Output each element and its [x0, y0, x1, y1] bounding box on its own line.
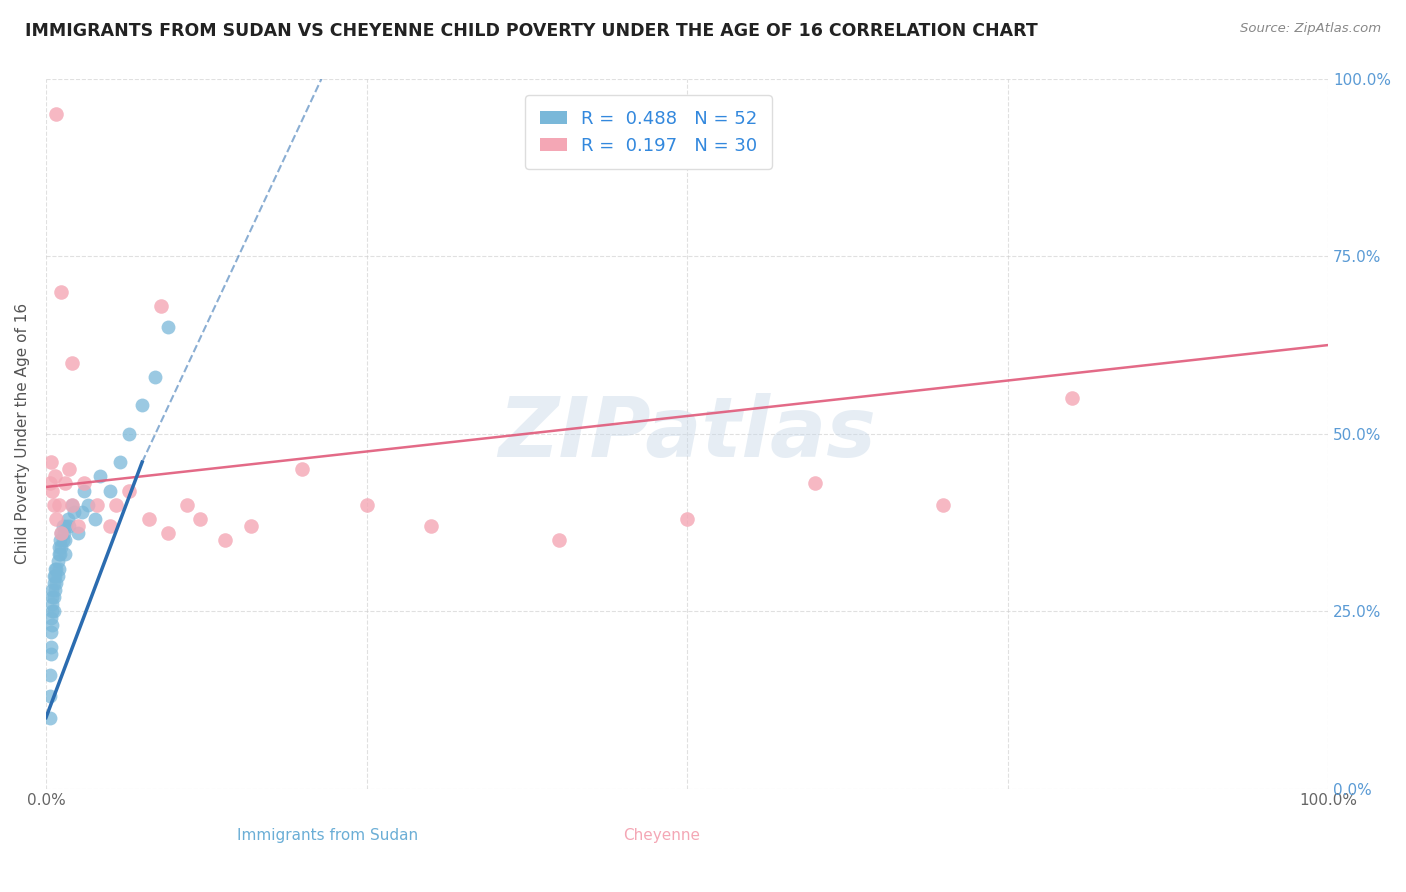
Point [176, 498, 198, 512]
Point [44, 469, 66, 483]
Point [63, 505, 86, 519]
Point [48, 561, 70, 575]
Point [356, 498, 378, 512]
Point [48, 548, 70, 562]
Point [118, 483, 141, 498]
Point [150, 299, 173, 313]
Point [48, 498, 70, 512]
Point [38, 710, 60, 724]
Point [55, 519, 77, 533]
Point [60, 356, 83, 370]
Point [86, 498, 108, 512]
Point [60, 498, 83, 512]
Point [44, 561, 66, 575]
Point [73, 476, 96, 491]
Point [98, 519, 121, 533]
Point [39, 625, 62, 640]
Point [44, 582, 66, 597]
Point [83, 512, 105, 526]
Point [932, 498, 955, 512]
Point [51, 526, 73, 541]
Point [42, 604, 65, 618]
Point [143, 370, 166, 384]
Point [39, 640, 62, 654]
Point [110, 455, 132, 469]
Point [49, 548, 72, 562]
Text: Source: ZipAtlas.com: Source: ZipAtlas.com [1240, 22, 1381, 36]
Point [42, 498, 65, 512]
Point [547, 533, 569, 548]
Point [66, 526, 89, 541]
Point [41, 618, 63, 632]
Point [676, 512, 699, 526]
Point [291, 462, 314, 476]
Point [42, 590, 65, 604]
Point [89, 469, 111, 483]
Point [58, 462, 80, 476]
Point [38, 690, 60, 704]
Point [70, 505, 93, 519]
Point [240, 519, 263, 533]
Point [118, 426, 141, 441]
Point [98, 483, 121, 498]
Point [45, 512, 67, 526]
Point [53, 533, 76, 548]
Point [52, 519, 75, 533]
Point [51, 541, 73, 555]
Point [38, 476, 60, 491]
Point [46, 568, 69, 582]
Point [52, 533, 75, 548]
Point [138, 512, 160, 526]
Point [60, 498, 83, 512]
Point [52, 526, 75, 541]
Y-axis label: Child Poverty Under the Age of 16: Child Poverty Under the Age of 16 [15, 303, 30, 565]
Point [46, 554, 69, 568]
Point [77, 498, 100, 512]
Point [58, 519, 80, 533]
Point [66, 519, 89, 533]
Point [45, 561, 67, 575]
Point [39, 611, 62, 625]
Point [53, 548, 76, 562]
Point [73, 483, 96, 498]
Point [105, 498, 128, 512]
Point [44, 568, 66, 582]
Point [41, 590, 63, 604]
Text: IMMIGRANTS FROM SUDAN VS CHEYENNE CHILD POVERTY UNDER THE AGE OF 16 CORRELATION : IMMIGRANTS FROM SUDAN VS CHEYENNE CHILD … [25, 22, 1038, 40]
Point [53, 476, 76, 491]
Point [41, 483, 63, 498]
Point [131, 398, 153, 412]
Point [39, 455, 62, 469]
Point [804, 476, 827, 491]
Point [39, 647, 62, 661]
Point [41, 582, 63, 597]
Point [42, 575, 65, 590]
Point [51, 526, 73, 541]
Point [1060, 392, 1083, 406]
Point [214, 533, 236, 548]
Text: ZIPatlas: ZIPatlas [498, 393, 876, 475]
Point [156, 526, 179, 541]
Point [156, 320, 179, 334]
Point [41, 597, 63, 611]
Point [41, 604, 63, 618]
Legend: R =  0.488   N = 52, R =  0.197   N = 30: R = 0.488 N = 52, R = 0.197 N = 30 [526, 95, 772, 169]
Point [38, 668, 60, 682]
Text: Cheyenne: Cheyenne [623, 828, 700, 843]
Point [45, 107, 67, 121]
Point [45, 575, 67, 590]
Point [51, 285, 73, 299]
Point [48, 541, 70, 555]
Point [188, 512, 211, 526]
Point [56, 512, 79, 526]
Text: Immigrants from Sudan: Immigrants from Sudan [238, 828, 419, 843]
Point [42, 568, 65, 582]
Point [49, 533, 72, 548]
Point [419, 519, 441, 533]
